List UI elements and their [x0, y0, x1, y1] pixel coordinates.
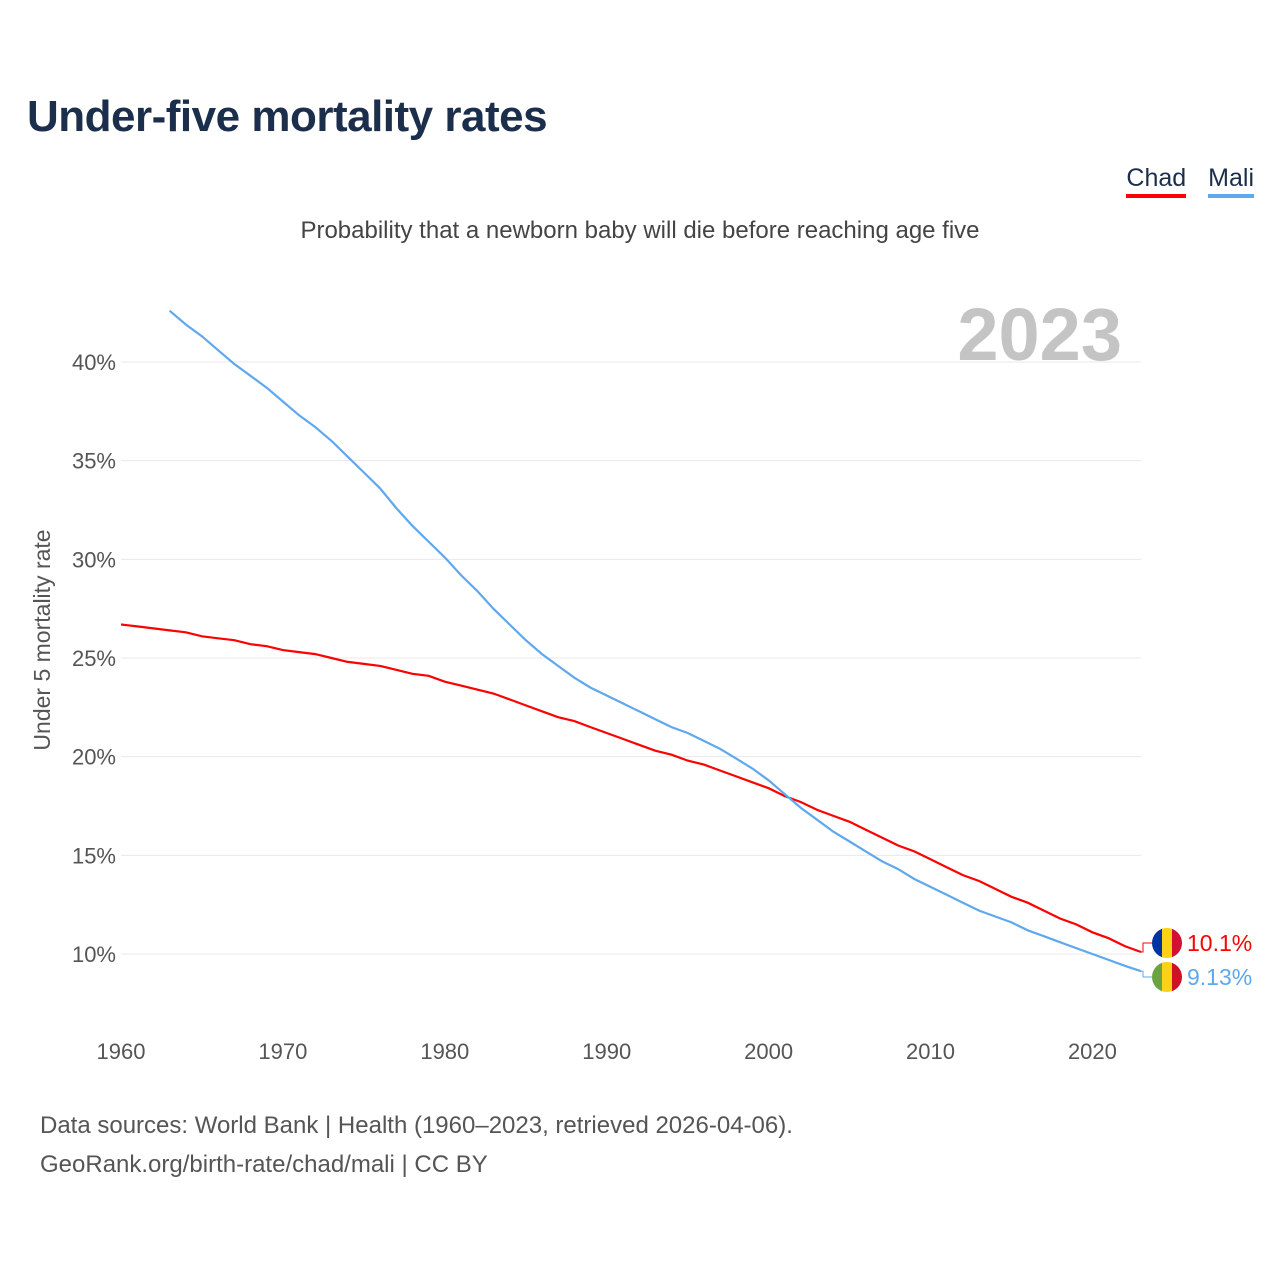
x-tick-label: 1960: [97, 1039, 146, 1064]
flag-icon-mali: [1152, 962, 1182, 992]
flag-icon-chad: [1152, 928, 1182, 958]
chart-title: Under-five mortality rates: [27, 92, 548, 141]
y-tick-label: 30%: [72, 547, 116, 572]
y-tick-label: 25%: [72, 646, 116, 671]
label-connector: [1141, 970, 1152, 978]
series-line-mali[interactable]: [168, 309, 1142, 973]
legend-item-mali[interactable]: Mali: [1208, 164, 1254, 198]
chart-subtitle: Probability that a newborn baby will die…: [300, 217, 980, 244]
y-tick-label: 15%: [72, 843, 116, 868]
y-tick-label: 20%: [72, 745, 116, 770]
y-tick-label: 40%: [72, 350, 116, 375]
x-tick-label: 2010: [906, 1039, 955, 1064]
y-tick-label: 10%: [72, 942, 116, 967]
legend: Chad Mali: [1126, 164, 1254, 198]
x-tick-label: 1990: [582, 1039, 631, 1064]
x-tick-label: 1980: [420, 1039, 469, 1064]
data-source: Data sources: World Bank | Health (1960–…: [40, 1112, 793, 1139]
x-tick-label: 1970: [258, 1039, 307, 1064]
y-axis-label: Under 5 mortality rate: [29, 529, 55, 750]
x-tick-label: 2020: [1068, 1039, 1117, 1064]
year-watermark: 2023: [957, 293, 1122, 376]
series-line-chad[interactable]: [120, 623, 1142, 954]
x-tick-label: 2000: [744, 1039, 793, 1064]
end-value-label: 10.1%: [1187, 930, 1252, 956]
footer: Data sources: World Bank | Health (1960–…: [40, 1106, 793, 1184]
legend-item-chad[interactable]: Chad: [1126, 164, 1187, 198]
source-link[interactable]: GeoRank.org/birth-rate/chad/mali | CC BY: [40, 1151, 488, 1178]
label-connector: [1141, 942, 1152, 953]
end-value-label: 9.13%: [1187, 964, 1252, 990]
y-tick-label: 35%: [72, 449, 116, 474]
